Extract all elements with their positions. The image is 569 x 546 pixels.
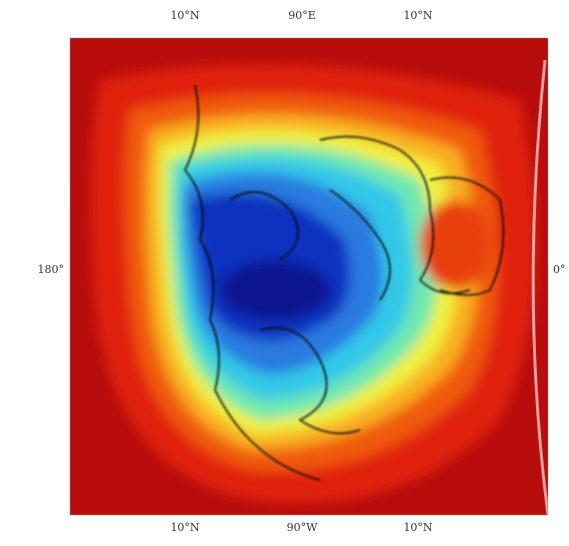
graticule-labels: 10°N 90°E 10°N 10°N 90°W 10°N 180° 0° — [38, 9, 566, 534]
top-label: 10°N — [403, 9, 432, 22]
bottom-label: 10°N — [170, 521, 199, 534]
coastlines — [184, 84, 505, 481]
bottom-label: 90°W — [287, 521, 318, 534]
field — [70, 38, 548, 515]
right-label: 0° — [553, 263, 566, 276]
top-label: 90°E — [288, 9, 316, 22]
left-label: 180° — [38, 263, 65, 276]
top-label: 10°N — [170, 9, 199, 22]
bottom-label: 10°N — [403, 521, 432, 534]
